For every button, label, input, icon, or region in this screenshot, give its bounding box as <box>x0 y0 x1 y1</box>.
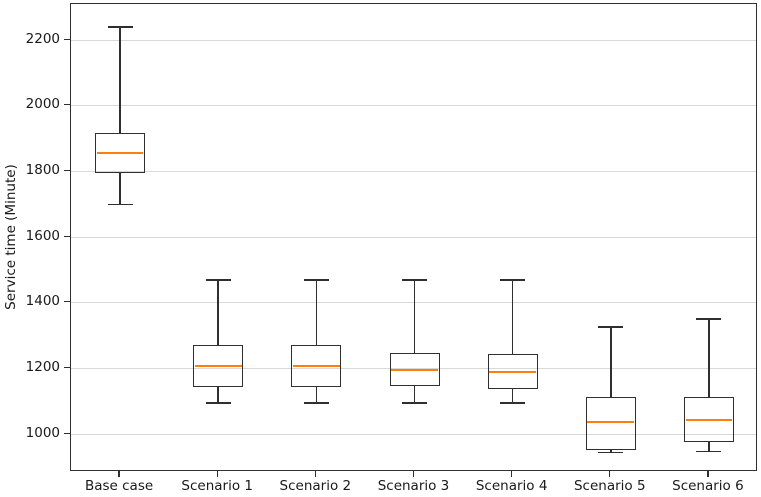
upper-whisker-cap <box>402 279 427 281</box>
upper-whisker-cap <box>696 318 722 320</box>
y-gridline <box>71 368 756 370</box>
median-line <box>292 364 340 367</box>
y-tick-label: 2000 <box>25 96 60 113</box>
y-tick-label: 1400 <box>25 293 60 310</box>
y-gridline <box>71 302 756 304</box>
iqr-box <box>683 397 734 442</box>
upper-whisker-line <box>413 279 416 354</box>
y-tick-mark <box>64 432 70 434</box>
y-gridline <box>71 170 756 172</box>
median-line <box>685 418 733 421</box>
y-gridline <box>71 433 756 435</box>
upper-whisker-cap <box>107 26 133 28</box>
upper-whisker-line <box>609 327 612 397</box>
median-line <box>489 371 537 374</box>
y-tick-mark <box>64 104 70 106</box>
y-tick-label: 1800 <box>25 161 60 178</box>
x-tick-label: Scenario 5 <box>573 478 646 494</box>
lower-whisker-cap <box>205 402 231 404</box>
lower-whisker-line <box>217 387 219 404</box>
upper-whisker-line <box>315 279 318 345</box>
x-tick-mark <box>314 471 316 477</box>
x-tick-label: Scenario 4 <box>475 478 548 494</box>
lower-whisker-line <box>315 387 318 404</box>
x-tick-label: Scenario 1 <box>181 478 253 494</box>
iqr-box <box>389 353 440 386</box>
iqr-box <box>193 344 244 388</box>
lower-whisker-cap <box>696 450 722 453</box>
median-line <box>391 369 438 372</box>
x-tick-mark <box>216 471 218 477</box>
upper-whisker-line <box>119 26 121 133</box>
y-tick-mark <box>64 235 70 237</box>
upper-whisker-cap <box>303 279 329 281</box>
upper-whisker-cap <box>205 279 231 281</box>
plot-area <box>70 3 757 471</box>
y-tick-label: 1600 <box>25 227 60 244</box>
upper-whisker-line <box>511 279 514 355</box>
upper-whisker-line <box>708 318 710 398</box>
x-tick-mark <box>707 471 709 477</box>
x-tick-mark <box>412 471 415 477</box>
lower-whisker-line <box>708 441 710 452</box>
x-tick-label: Base case <box>84 478 154 494</box>
x-tick-label: Scenario 3 <box>377 478 450 494</box>
iqr-box <box>487 354 538 390</box>
iqr-box <box>291 344 342 388</box>
iqr-box <box>585 396 636 450</box>
x-tick-mark <box>118 471 120 477</box>
lower-whisker-cap <box>303 402 329 404</box>
y-tick-label: 1200 <box>25 359 60 376</box>
median-line <box>194 365 242 368</box>
y-gridline <box>71 105 756 107</box>
median-line <box>587 421 635 424</box>
iqr-box <box>95 132 146 174</box>
upper-whisker-cap <box>598 326 624 328</box>
lower-whisker-cap <box>402 402 427 404</box>
lower-whisker-cap <box>598 451 624 454</box>
y-tick-label: 2200 <box>25 30 60 47</box>
y-tick-mark <box>64 38 70 40</box>
upper-whisker-line <box>217 279 219 345</box>
lower-whisker-cap <box>500 402 526 404</box>
x-tick-mark <box>609 471 611 477</box>
y-tick-mark <box>64 169 70 172</box>
y-gridline <box>71 236 756 238</box>
lower-whisker-line <box>119 173 121 205</box>
lower-whisker-line <box>609 449 612 453</box>
x-tick-mark <box>511 471 513 477</box>
upper-whisker-cap <box>500 279 526 281</box>
median-line <box>96 152 144 155</box>
lower-whisker-line <box>511 389 514 404</box>
x-tick-label: Scenario 6 <box>672 478 744 494</box>
y-tick-label: 1000 <box>25 424 60 441</box>
y-tick-mark <box>64 366 70 369</box>
x-tick-label: Scenario 2 <box>279 478 352 494</box>
y-gridline <box>71 39 756 41</box>
lower-whisker-line <box>413 385 416 404</box>
y-tick-mark <box>64 301 70 303</box>
lower-whisker-cap <box>107 203 133 206</box>
